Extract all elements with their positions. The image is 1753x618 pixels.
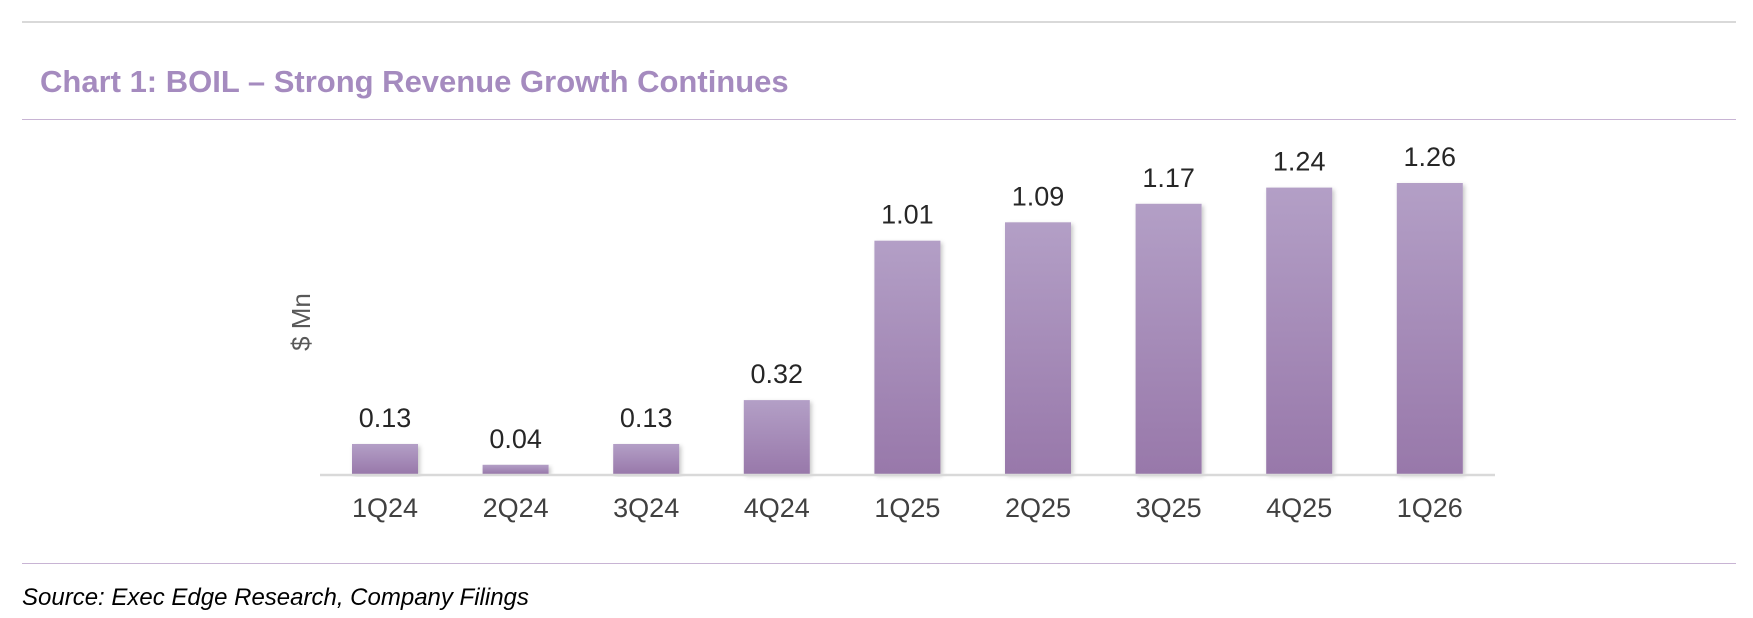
category-label-2q24: 2Q24 [483, 493, 549, 523]
category-label-2q25: 2Q25 [1005, 493, 1071, 523]
bar-2q24 [482, 464, 549, 474]
top-rule [22, 21, 1736, 23]
category-label-4q25: 4Q25 [1266, 493, 1332, 523]
bar-4q25 [1266, 187, 1333, 474]
data-label-1q25: 1.01 [881, 200, 934, 230]
data-label-2q25: 1.09 [1012, 181, 1065, 211]
bar-2q25 [1005, 222, 1071, 474]
bar-3q24 [613, 444, 680, 474]
data-label-2q24: 0.04 [489, 424, 542, 454]
title-rule [22, 119, 1736, 120]
bar-1q25 [874, 240, 941, 474]
category-labels: 1Q24 2Q24 3Q24 4Q24 1Q25 2Q25 3Q25 4Q25 1Q26 [352, 493, 1463, 523]
bar-1q24 [352, 444, 418, 474]
bar-chart: $ Mn 1Q24 2Q24 3Q24 4Q24 1Q25 2Q25 3Q25 4Q25 1Q2… [286, 142, 1495, 523]
category-label-1q25: 1Q25 [874, 493, 940, 523]
data-label-4q24: 0.32 [751, 359, 804, 389]
category-label-3q25: 3Q25 [1136, 493, 1202, 523]
category-label-1q26: 1Q26 [1397, 493, 1463, 523]
category-label-1q24: 1Q24 [352, 493, 418, 523]
chart-title: Chart 1: BOIL – Strong Revenue Growth Co… [40, 64, 789, 99]
y-axis-label: $ Mn [286, 293, 316, 351]
data-label-1q24: 0.13 [359, 403, 412, 433]
category-label-3q24: 3Q24 [613, 493, 679, 523]
bar-3q25 [1135, 203, 1202, 475]
bars-group [352, 183, 1463, 475]
data-label-3q24: 0.13 [620, 403, 673, 433]
source-note: Source: Exec Edge Research, Company Fili… [22, 584, 529, 611]
bottom-rule [22, 563, 1736, 564]
data-label-1q26: 1.26 [1404, 142, 1457, 172]
bar-4q24 [743, 400, 810, 474]
data-label-4q25: 1.24 [1273, 147, 1326, 177]
category-label-4q24: 4Q24 [744, 493, 810, 523]
bar-1q26 [1396, 183, 1463, 474]
data-label-3q25: 1.17 [1142, 163, 1195, 193]
data-labels: 0.13 0.04 0.13 0.32 1.01 1.09 1.17 1.24 1.26 [359, 142, 1456, 454]
